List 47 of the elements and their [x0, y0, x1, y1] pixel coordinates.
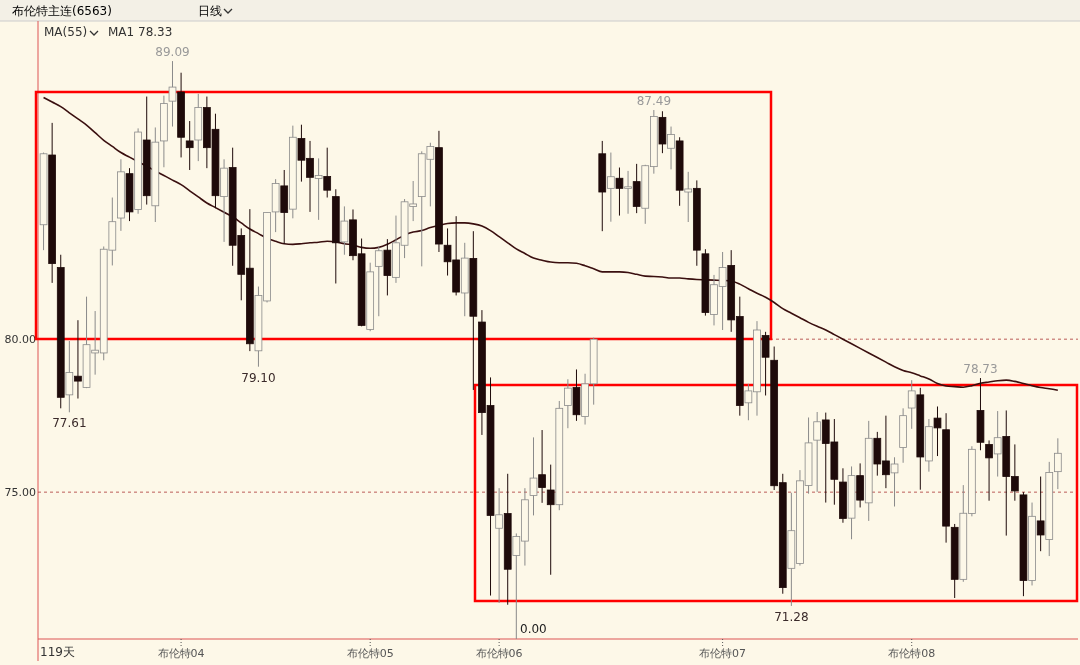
candlestick	[65, 340, 74, 413]
candlestick	[667, 126, 675, 170]
chart-subtitle: 日线	[198, 4, 222, 18]
candlestick	[564, 378, 572, 429]
text: 119天	[40, 645, 75, 659]
x-tick-label: 布伦特07	[699, 647, 747, 660]
candlestick	[314, 157, 323, 221]
x-tick-label: 布伦特04	[157, 647, 205, 660]
x-tick-label: 布伦特05	[346, 647, 394, 660]
candlestick	[624, 170, 632, 215]
x-tick-label: 布伦特06	[475, 647, 523, 660]
annotation: 0.00	[520, 622, 547, 636]
candlestick	[1053, 437, 1062, 490]
candlestick	[185, 120, 194, 171]
candlestick	[615, 167, 624, 217]
candlestick	[907, 379, 916, 430]
annotation: 71.28	[774, 609, 809, 624]
annotation: 89.09	[155, 45, 190, 60]
annotation: 87.49	[636, 94, 672, 109]
candlestick	[340, 205, 349, 256]
chart-title: 布伦特主连(6563)	[12, 4, 112, 18]
candlestick	[933, 405, 942, 457]
annotation: 77.61	[52, 416, 87, 431]
candlestick	[813, 411, 821, 493]
candlestick	[993, 410, 1002, 478]
candlestick	[761, 331, 770, 396]
line-series	[42, 96, 1059, 392]
annotation: MA(55)	[44, 25, 88, 39]
candlestick	[323, 147, 332, 199]
candlestick	[890, 456, 899, 508]
candlestick	[985, 439, 993, 502]
annotation: MA1 78.33	[108, 25, 173, 39]
annotation: 78.73	[963, 362, 998, 377]
candlestick	[374, 245, 383, 317]
candlestick	[168, 60, 177, 128]
candlestick	[546, 464, 555, 576]
candlestick	[529, 436, 538, 516]
candlestick	[495, 487, 503, 604]
x-tick-label: 布伦特08	[888, 647, 936, 660]
y-tick-label: 75.00	[4, 486, 36, 500]
y-tick-label: 80.00	[4, 333, 36, 347]
candlestick	[538, 429, 546, 504]
candlestick	[74, 319, 82, 400]
annotation: 79.10	[241, 370, 276, 385]
candlestick	[1036, 476, 1045, 552]
candlestick	[607, 152, 615, 223]
candlestick	[684, 171, 693, 223]
